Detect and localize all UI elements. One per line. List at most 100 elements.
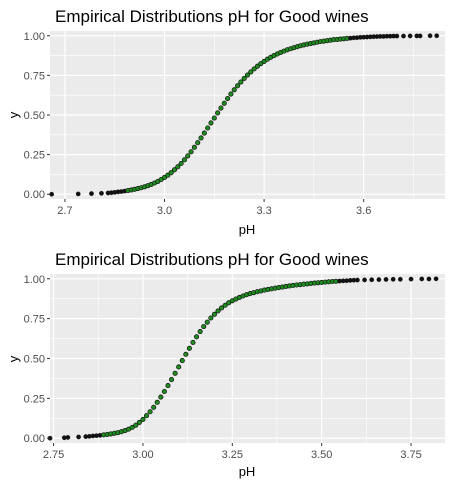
data-point: [219, 305, 225, 311]
data-point: [178, 160, 184, 167]
y-tick-label: 0.25: [24, 393, 45, 405]
data-point: [188, 149, 194, 155]
data-point: [194, 334, 200, 340]
data-point: [191, 144, 197, 150]
data-point: [147, 409, 153, 415]
data-point: [234, 83, 241, 89]
data-point: [190, 339, 196, 345]
data-point: [181, 157, 187, 163]
data-point: [168, 170, 174, 176]
data-point: [65, 435, 71, 440]
x-tick-label: 3.0: [157, 205, 172, 217]
data-point: [251, 66, 257, 72]
data-point: [394, 33, 400, 39]
data-point: [427, 33, 433, 39]
data-point: [197, 329, 203, 335]
x-tick-label: 3.00: [132, 449, 153, 461]
data-point: [369, 277, 375, 283]
data-point: [408, 276, 414, 282]
data-point: [186, 345, 192, 351]
y-tick-label: 0.75: [24, 70, 45, 82]
data-point: [383, 277, 389, 282]
data-point: [161, 388, 167, 395]
x-axis-label: pH: [239, 222, 256, 237]
data-point: [401, 33, 406, 39]
data-point: [254, 63, 261, 69]
y-tick-label: 0.50: [24, 354, 45, 366]
data-point: [89, 191, 94, 196]
data-point: [248, 69, 254, 75]
chart-svg-bottom: Empirical Distributions pH for Good wine…: [6, 250, 445, 479]
data-point: [211, 311, 217, 317]
y-tick-label: 0.00: [24, 433, 45, 445]
x-tick-label: 3.3: [256, 205, 271, 217]
data-point: [165, 172, 171, 178]
data-point: [133, 422, 139, 428]
data-point: [49, 191, 55, 197]
data-point: [362, 277, 367, 283]
y-tick-label: 0.50: [24, 110, 45, 122]
y-tick-label: 1.00: [24, 31, 45, 43]
data-point: [165, 383, 171, 389]
x-tick-label: 2.75: [43, 449, 64, 461]
data-point: [198, 135, 204, 141]
data-point: [390, 276, 396, 282]
data-point: [99, 190, 104, 196]
data-point: [376, 277, 382, 282]
data-point: [195, 140, 201, 146]
x-tick-label: 2.7: [57, 205, 72, 217]
ecdf-chart-bottom: Empirical Distributions pH for Good wine…: [0, 244, 450, 487]
chart-svg-top: Empirical Distributions pH for Good wine…: [6, 7, 445, 237]
data-point: [143, 413, 150, 419]
data-point: [75, 191, 81, 197]
data-point: [433, 276, 439, 282]
y-axis-label: y: [6, 355, 21, 362]
x-tick-label: 3.25: [222, 449, 243, 461]
y-tick-label: 0.00: [24, 189, 45, 201]
data-point: [211, 115, 217, 121]
data-point: [407, 33, 413, 39]
data-point: [205, 125, 211, 131]
data-point: [221, 100, 227, 106]
y-tick-label: 0.25: [24, 150, 45, 162]
data-point: [397, 276, 403, 282]
data-point: [241, 75, 247, 81]
data-point: [231, 87, 237, 93]
data-point: [208, 315, 214, 321]
data-point: [151, 404, 157, 410]
ecdf-chart-top: Empirical Distributions pH for Good wine…: [0, 0, 450, 243]
data-point: [175, 164, 181, 170]
data-point: [129, 424, 135, 430]
x-tick-label: 3.50: [311, 449, 332, 461]
chart-title: Empirical Distributions pH for Good wine…: [55, 250, 369, 269]
data-point: [185, 153, 191, 159]
x-axis-label: pH: [239, 464, 256, 479]
data-point: [426, 276, 432, 282]
y-tick-label: 0.75: [24, 314, 45, 326]
data-point: [140, 416, 146, 422]
data-point: [76, 434, 81, 440]
x-tick-label: 3.6: [356, 205, 371, 217]
x-tick-label: 3.75: [400, 449, 421, 461]
data-point: [434, 33, 440, 39]
chart-title: Empirical Distributions pH for Good wine…: [55, 7, 369, 26]
data-point: [136, 419, 142, 425]
data-point: [225, 95, 231, 102]
data-point: [168, 376, 175, 383]
data-point: [238, 79, 244, 85]
data-point: [176, 364, 182, 370]
data-point: [179, 358, 185, 364]
data-point: [222, 302, 228, 308]
data-point: [228, 91, 234, 97]
data-point: [355, 277, 360, 283]
data-point: [208, 120, 214, 126]
y-tick-label: 1.00: [24, 274, 45, 286]
data-point: [218, 105, 224, 111]
data-point: [201, 130, 207, 136]
data-point: [172, 370, 178, 376]
data-point: [158, 394, 164, 400]
data-point: [204, 319, 210, 325]
data-point: [154, 399, 160, 405]
data-point: [171, 167, 178, 173]
y-axis-label: y: [6, 111, 21, 118]
